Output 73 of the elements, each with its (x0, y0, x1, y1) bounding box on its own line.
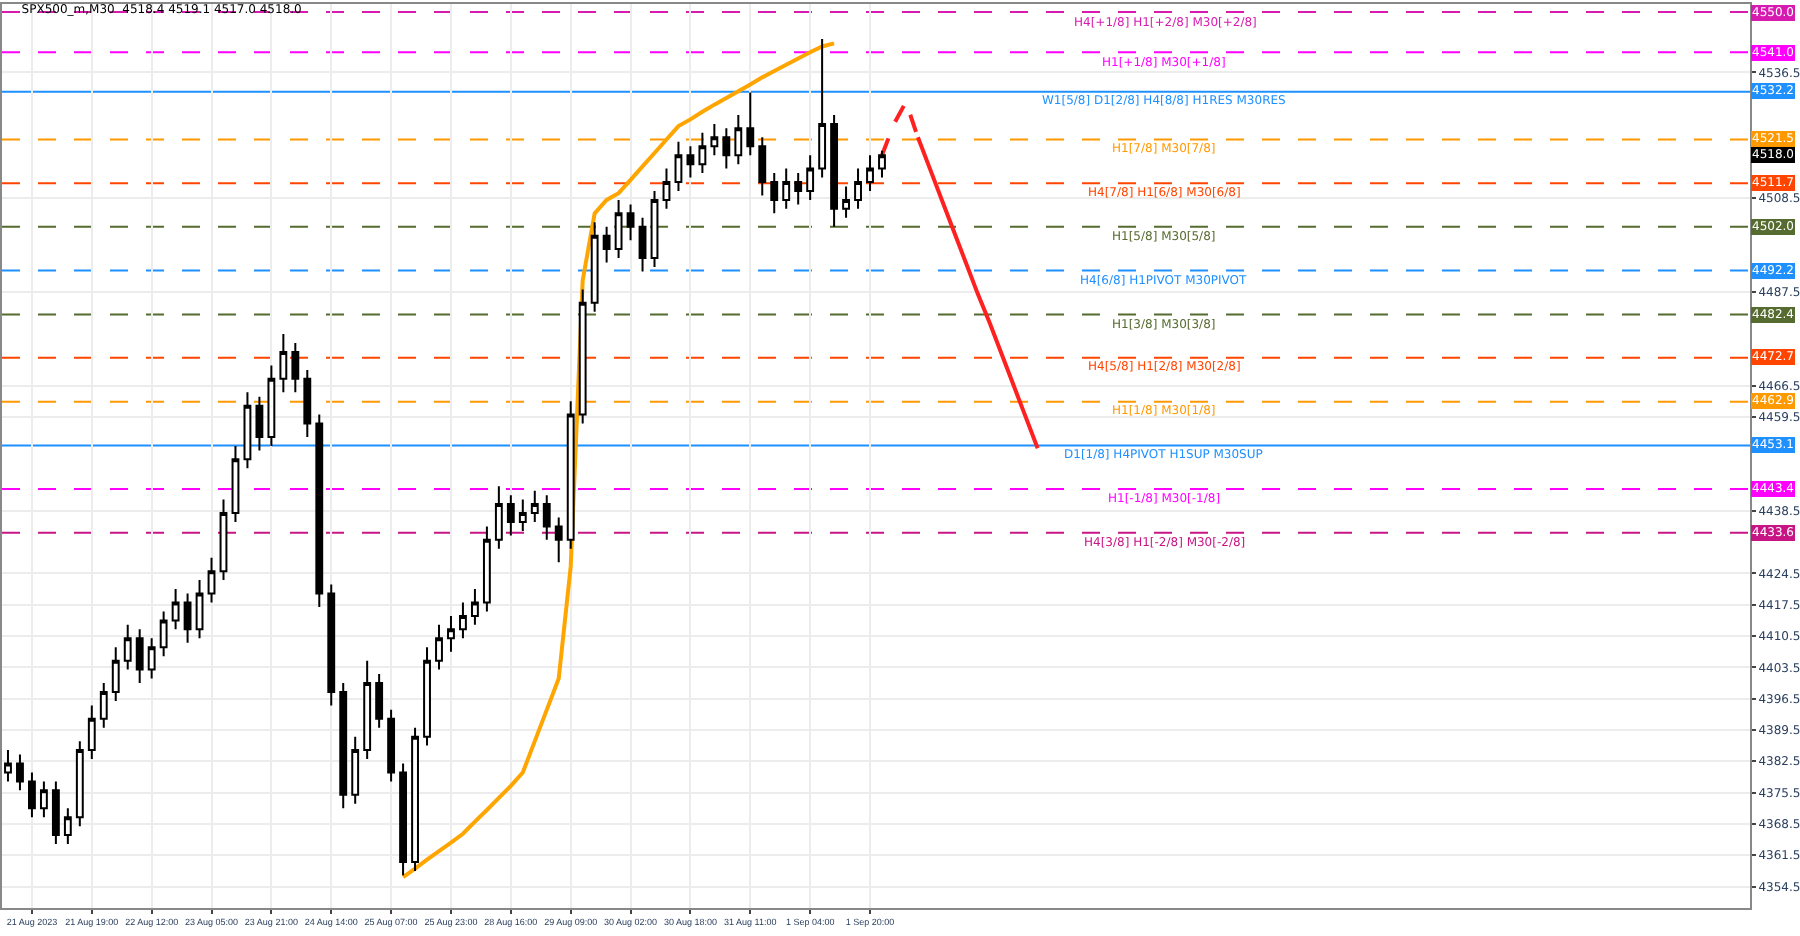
candlestick (135, 628, 144, 684)
candlestick (75, 740, 84, 828)
candlestick (423, 646, 431, 747)
candlestick (99, 682, 108, 729)
candlestick (207, 556, 216, 604)
candlestick (542, 494, 551, 541)
candlestick (111, 646, 120, 702)
candlestick (854, 167, 862, 210)
candlestick (231, 444, 240, 523)
candlestick (686, 145, 695, 179)
candlestick (722, 127, 731, 170)
candlestick (470, 588, 479, 626)
candlestick (171, 588, 180, 631)
candlestick (123, 623, 132, 671)
candlestick (363, 659, 372, 761)
candlestick (734, 113, 743, 166)
candlestick (447, 614, 455, 653)
candlestick (219, 498, 228, 582)
candlestick (459, 601, 467, 640)
candlestick (710, 122, 719, 157)
candlestick (63, 807, 72, 846)
candlestick (243, 391, 252, 470)
candlestick (195, 579, 204, 640)
candlestick (626, 203, 635, 242)
candlestick (578, 288, 587, 425)
candlestick (351, 735, 360, 805)
candlestick (375, 673, 384, 729)
candlestick (638, 216, 647, 273)
candlestick (530, 489, 539, 523)
candlestick (818, 37, 827, 179)
candlestick (183, 592, 192, 644)
candlestick (782, 167, 791, 210)
candlestick (267, 364, 276, 447)
candlestick (794, 172, 803, 206)
candlestick (878, 149, 886, 179)
candlestick (339, 682, 348, 810)
candlestick (279, 333, 288, 394)
candlestick (303, 368, 312, 438)
candlestick (674, 140, 683, 192)
candlestick (830, 113, 839, 228)
candlestick (87, 704, 96, 761)
candlestick (315, 413, 324, 608)
candlestick (866, 154, 874, 192)
candlestick (650, 189, 659, 269)
candlestick (698, 131, 707, 175)
candlestick (662, 167, 671, 210)
candlestick (602, 225, 611, 264)
candlestick (159, 610, 168, 658)
candlestick (51, 780, 60, 846)
candlestick (506, 494, 515, 537)
candlestick (147, 637, 156, 680)
candlestick (746, 91, 755, 157)
candlestick (494, 485, 503, 550)
candlestick (758, 136, 767, 197)
candlestick (842, 185, 850, 219)
candlestick (482, 525, 491, 613)
candlestick (399, 762, 408, 877)
candlestick (16, 753, 24, 792)
candlestick (614, 198, 623, 260)
candlestick (554, 516, 563, 564)
candlestick (411, 726, 419, 872)
candlestick (806, 154, 815, 201)
candlestick (387, 708, 396, 783)
candlestick (291, 342, 300, 394)
candlestick (435, 623, 443, 671)
candlestick (255, 395, 264, 452)
candlestick (590, 221, 599, 313)
candlestick (770, 172, 779, 215)
candlestick (39, 780, 48, 819)
candlestick (28, 771, 36, 819)
candlestick (518, 498, 527, 532)
candlestick (327, 583, 336, 707)
candlestick (566, 400, 575, 550)
